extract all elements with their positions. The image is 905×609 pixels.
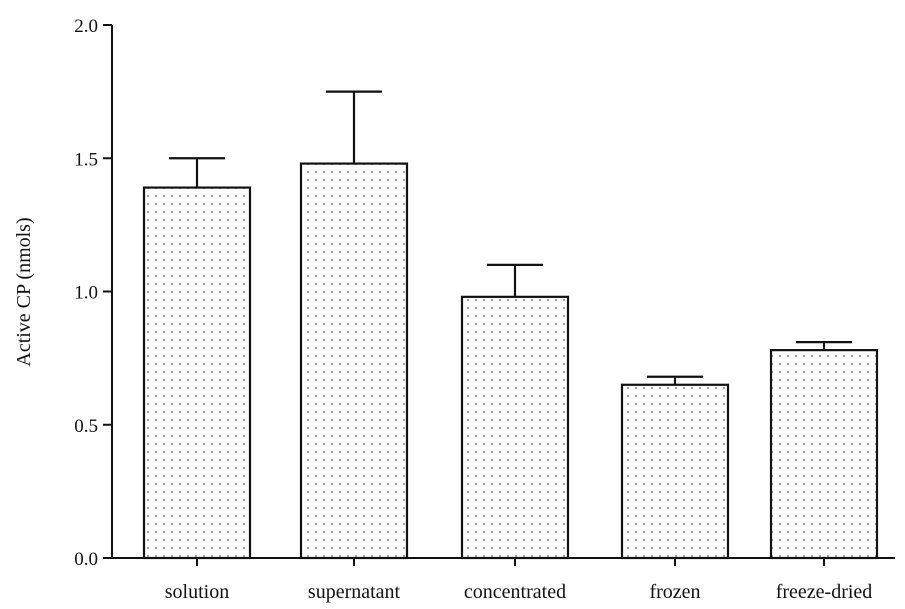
x-tick-label: solution xyxy=(165,581,229,603)
y-tick-label: 0.0 xyxy=(74,549,98,570)
y-tick-label: 0.5 xyxy=(74,416,98,437)
x-tick-label: frozen xyxy=(649,581,700,603)
x-axis: solution supernatant concentrated frozen fre… xyxy=(112,557,895,603)
bars xyxy=(142,90,879,560)
y-tick-label: 1.0 xyxy=(74,283,98,304)
x-tick-label: freeze-dried xyxy=(776,581,873,603)
bar-freeze-dried xyxy=(769,349,879,560)
x-tick-label: concentrated xyxy=(464,581,566,603)
bar-concentrated xyxy=(460,295,570,560)
y-tick-label: 1.5 xyxy=(74,149,98,170)
bar-frozen xyxy=(620,383,730,560)
x-tick-label: supernatant xyxy=(308,581,401,603)
y-axis: 0.0 0.5 1.0 1.5 2.0 xyxy=(74,16,113,570)
bar-solution xyxy=(142,186,252,560)
y-tick-label: 2.0 xyxy=(74,16,98,37)
y-axis-title: Active CP (nmols) xyxy=(13,217,35,366)
bar-supernatant xyxy=(299,162,409,560)
